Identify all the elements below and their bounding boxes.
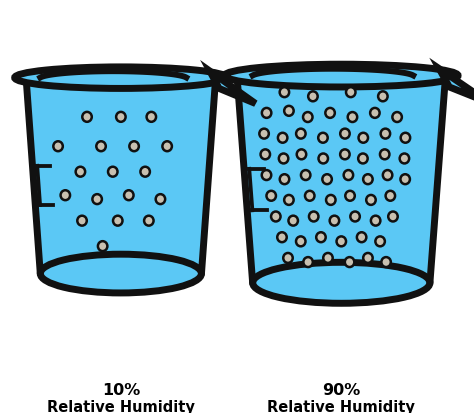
Ellipse shape [318,133,328,143]
Ellipse shape [96,142,106,152]
Ellipse shape [296,237,306,247]
Ellipse shape [350,212,360,222]
Ellipse shape [308,92,318,102]
Ellipse shape [124,191,134,201]
Ellipse shape [322,175,332,185]
Ellipse shape [15,68,227,89]
Ellipse shape [370,109,380,119]
Ellipse shape [129,142,139,152]
Ellipse shape [400,154,409,164]
Ellipse shape [284,107,294,116]
Ellipse shape [330,216,339,226]
Ellipse shape [325,109,335,119]
Ellipse shape [277,233,287,242]
Ellipse shape [346,88,356,98]
Text: Relative Humidity: Relative Humidity [47,399,195,413]
Text: Relative Humidity: Relative Humidity [267,399,415,413]
Ellipse shape [271,212,281,222]
Ellipse shape [378,92,388,102]
Ellipse shape [283,253,293,263]
Ellipse shape [297,150,306,160]
Ellipse shape [15,68,227,89]
Ellipse shape [146,113,156,123]
Ellipse shape [262,171,271,180]
Ellipse shape [348,113,357,123]
Ellipse shape [108,167,118,177]
Ellipse shape [77,216,87,226]
Ellipse shape [144,216,154,226]
Ellipse shape [363,175,373,185]
Ellipse shape [155,195,165,204]
Ellipse shape [76,167,85,177]
Ellipse shape [113,216,122,226]
Ellipse shape [305,191,314,201]
Ellipse shape [82,113,92,123]
Polygon shape [26,78,216,274]
Ellipse shape [98,242,108,252]
Ellipse shape [253,263,430,304]
Ellipse shape [54,142,63,152]
Ellipse shape [296,129,306,139]
Ellipse shape [345,257,355,267]
Ellipse shape [303,113,312,123]
Ellipse shape [261,150,270,160]
Ellipse shape [266,191,276,201]
Ellipse shape [401,133,410,143]
Ellipse shape [340,150,350,160]
Ellipse shape [303,257,313,267]
Ellipse shape [371,216,380,226]
Ellipse shape [163,142,172,152]
Ellipse shape [289,216,298,226]
Ellipse shape [326,195,336,205]
Ellipse shape [140,167,150,177]
Ellipse shape [116,113,126,123]
Ellipse shape [366,195,376,205]
Ellipse shape [340,129,350,139]
Ellipse shape [337,237,346,247]
Ellipse shape [262,109,271,119]
Ellipse shape [259,129,269,139]
Ellipse shape [358,154,368,164]
Ellipse shape [316,233,326,242]
Ellipse shape [392,113,402,123]
Ellipse shape [92,195,102,204]
Ellipse shape [383,171,392,180]
Text: 90%: 90% [322,382,360,397]
Ellipse shape [382,257,391,267]
Ellipse shape [279,154,288,164]
Text: 10%: 10% [102,382,140,397]
Ellipse shape [284,195,293,205]
Ellipse shape [363,253,373,263]
Ellipse shape [225,65,458,88]
Ellipse shape [40,254,201,293]
Ellipse shape [278,133,287,143]
Ellipse shape [381,129,390,139]
Ellipse shape [280,175,289,185]
Ellipse shape [344,171,353,180]
Ellipse shape [385,191,395,201]
Ellipse shape [380,150,390,160]
Ellipse shape [280,88,289,98]
Polygon shape [439,69,474,104]
Ellipse shape [358,133,368,143]
Ellipse shape [375,237,385,247]
Polygon shape [237,76,446,283]
Ellipse shape [309,212,319,222]
Ellipse shape [323,253,333,263]
Ellipse shape [388,212,398,222]
Ellipse shape [357,233,366,242]
Ellipse shape [345,191,355,201]
Ellipse shape [319,154,328,164]
Ellipse shape [401,175,410,185]
Ellipse shape [61,191,70,201]
Ellipse shape [225,65,458,88]
Ellipse shape [301,171,310,180]
Polygon shape [210,72,255,104]
